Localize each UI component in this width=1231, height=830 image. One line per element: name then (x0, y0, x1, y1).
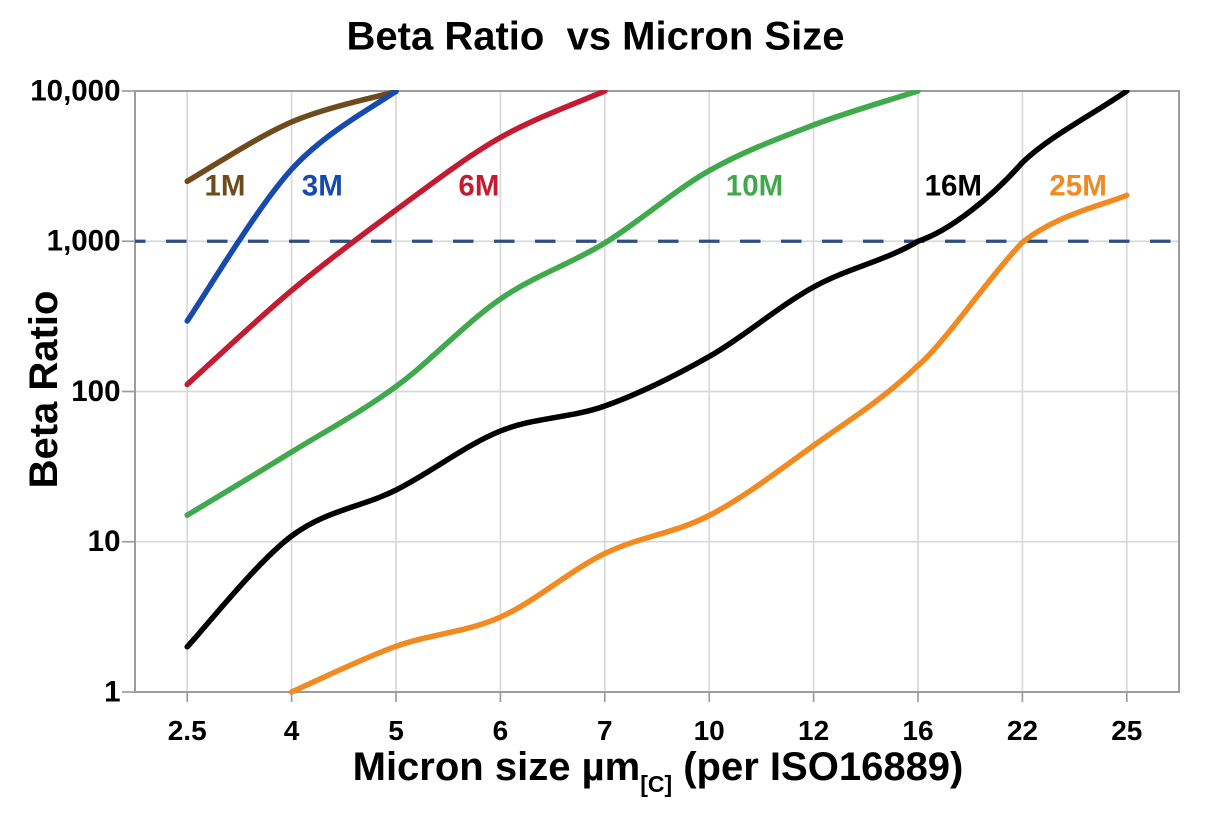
svg-text:10: 10 (694, 715, 725, 746)
svg-text:12: 12 (798, 715, 829, 746)
svg-text:25: 25 (1111, 715, 1142, 746)
svg-text:1,000: 1,000 (47, 225, 121, 258)
svg-text:25M: 25M (1049, 170, 1106, 203)
svg-text:10: 10 (88, 525, 121, 558)
svg-text:1: 1 (104, 675, 120, 708)
svg-text:7: 7 (597, 715, 613, 746)
svg-text:100: 100 (71, 375, 120, 408)
svg-text:3M: 3M (302, 170, 343, 203)
svg-text:22: 22 (1007, 715, 1038, 746)
svg-text:1M: 1M (205, 170, 246, 203)
svg-text:Micron size µm[C] (per ISO1688: Micron size µm[C] (per ISO16889) (353, 745, 964, 797)
svg-text:4: 4 (284, 715, 300, 746)
svg-text:10M: 10M (726, 170, 783, 203)
svg-text:16: 16 (902, 715, 933, 746)
svg-text:5: 5 (388, 715, 404, 746)
svg-text:Beta Ratio: Beta Ratio (22, 291, 66, 489)
svg-text:2.5: 2.5 (168, 715, 207, 746)
svg-text:16M: 16M (925, 170, 982, 203)
svg-text:6M: 6M (458, 170, 499, 203)
svg-text:Beta Ratio vs Micron Size: Beta Ratio vs Micron Size (347, 15, 845, 59)
svg-text:6: 6 (493, 715, 509, 746)
svg-text:10,000: 10,000 (30, 74, 120, 107)
